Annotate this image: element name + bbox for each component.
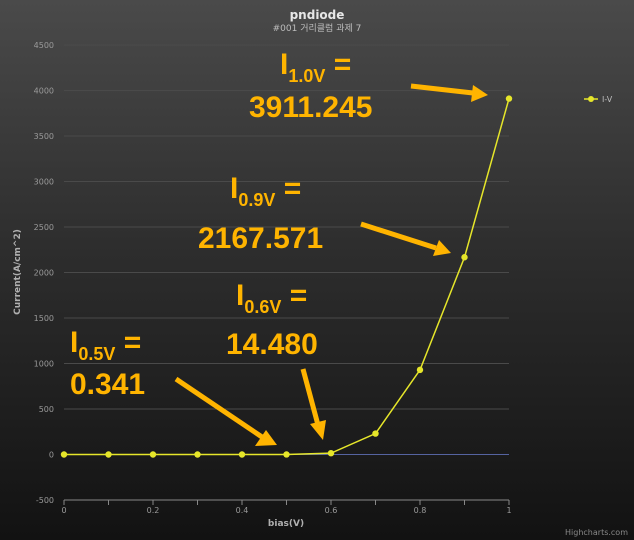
data-point[interactable]	[505, 95, 513, 102]
annotation-subscript: 0.5V	[78, 344, 115, 364]
arrow-head-0-6v	[310, 420, 326, 440]
y-tick-label: -500	[36, 496, 54, 505]
x-axis-title: bias(V)	[268, 519, 304, 529]
y-tick-label: 3000	[34, 178, 54, 187]
x-axis-ticks: 0 0.2 0.4 0.6 0.8 1	[61, 500, 512, 515]
arrow-head-0-9v	[433, 240, 451, 256]
annotation-equals: =	[325, 48, 351, 81]
arrow-head-1-0v	[471, 85, 488, 102]
annotation-equals: =	[115, 326, 141, 359]
svg-text:I0.5V =: I0.5V =	[70, 326, 141, 364]
y-tick-label: 1500	[34, 314, 54, 323]
annotation-1-0v: I1.0V = 3911.245	[249, 48, 372, 124]
data-point[interactable]	[372, 430, 379, 437]
legend[interactable]: I-V	[584, 95, 613, 104]
arrow-0-6v	[300, 368, 321, 426]
data-point[interactable]	[238, 451, 246, 458]
data-point[interactable]	[60, 451, 68, 458]
annotation-0-5v: I0.5V = 0.341	[70, 326, 145, 401]
y-tick-label: 4000	[34, 87, 54, 96]
x-tick-label: 0.4	[236, 506, 249, 515]
data-point[interactable]	[283, 451, 290, 458]
annotation-0-6v: I0.6V = 14.480	[226, 279, 318, 361]
annotation-subscript: 0.6V	[244, 297, 281, 317]
x-tick-label: 0.2	[147, 506, 160, 515]
annotation-symbol: I	[280, 48, 288, 81]
annotation-equals: =	[275, 172, 301, 205]
annotation-equals: =	[281, 279, 307, 312]
y-tick-label: 4500	[34, 41, 54, 50]
data-point[interactable]	[194, 451, 201, 458]
x-tick-label: 0.8	[414, 506, 427, 515]
arrow-0-5v	[174, 376, 264, 440]
annotation-symbol: I	[70, 326, 78, 359]
annotation-symbol: I	[230, 172, 238, 205]
svg-text:I0.9V =: I0.9V =	[230, 172, 301, 210]
chart-title: pndiode	[290, 8, 345, 22]
annotation-value: 3911.245	[249, 91, 372, 124]
arrow-0-9v	[360, 221, 437, 251]
data-point[interactable]	[416, 366, 424, 374]
annotation-value: 0.341	[70, 368, 145, 401]
annotation-subscript: 1.0V	[288, 66, 325, 86]
annotation-subscript: 0.9V	[238, 190, 275, 210]
y-tick-label: 2000	[34, 269, 54, 278]
y-tick-label: 1000	[34, 360, 54, 369]
x-tick-label: 1	[506, 506, 511, 515]
arrow-head-0-5v	[255, 430, 277, 446]
y-tick-label: 3500	[34, 132, 54, 141]
y-tick-label: 500	[39, 405, 54, 414]
data-point[interactable]	[105, 451, 112, 458]
annotation-0-9v: I0.9V = 2167.571	[198, 172, 323, 255]
svg-text:I0.6V =: I0.6V =	[236, 279, 307, 317]
chart-subtitle: #001 거리클럼 과제 7	[273, 22, 362, 34]
annotation-value: 2167.571	[198, 222, 323, 255]
x-tick-label: 0	[61, 506, 66, 515]
y-tick-label: 2500	[34, 223, 54, 232]
y-tick-label: 0	[49, 451, 54, 460]
annotation-arrows	[174, 83, 488, 446]
legend-marker	[588, 96, 594, 102]
legend-label: I-V	[602, 95, 613, 104]
y-axis-ticks: -500 0 500 1000 1500 2000 2500 3000 3500 4000 4500	[34, 41, 54, 505]
x-tick-label: 0.6	[325, 506, 338, 515]
data-point[interactable]	[149, 451, 157, 458]
credit-text[interactable]: Highcharts.com	[565, 528, 628, 537]
data-point[interactable]	[327, 449, 335, 457]
annotation-value: 14.480	[226, 328, 318, 361]
annotation-symbol: I	[236, 279, 244, 312]
data-point[interactable]	[461, 254, 468, 261]
y-axis-title: Current(A/cm^2)	[13, 229, 23, 315]
arrow-1-0v	[410, 83, 474, 96]
series-line	[64, 98, 510, 456]
series-group	[60, 95, 513, 458]
svg-text:I1.0V =: I1.0V =	[280, 48, 351, 86]
